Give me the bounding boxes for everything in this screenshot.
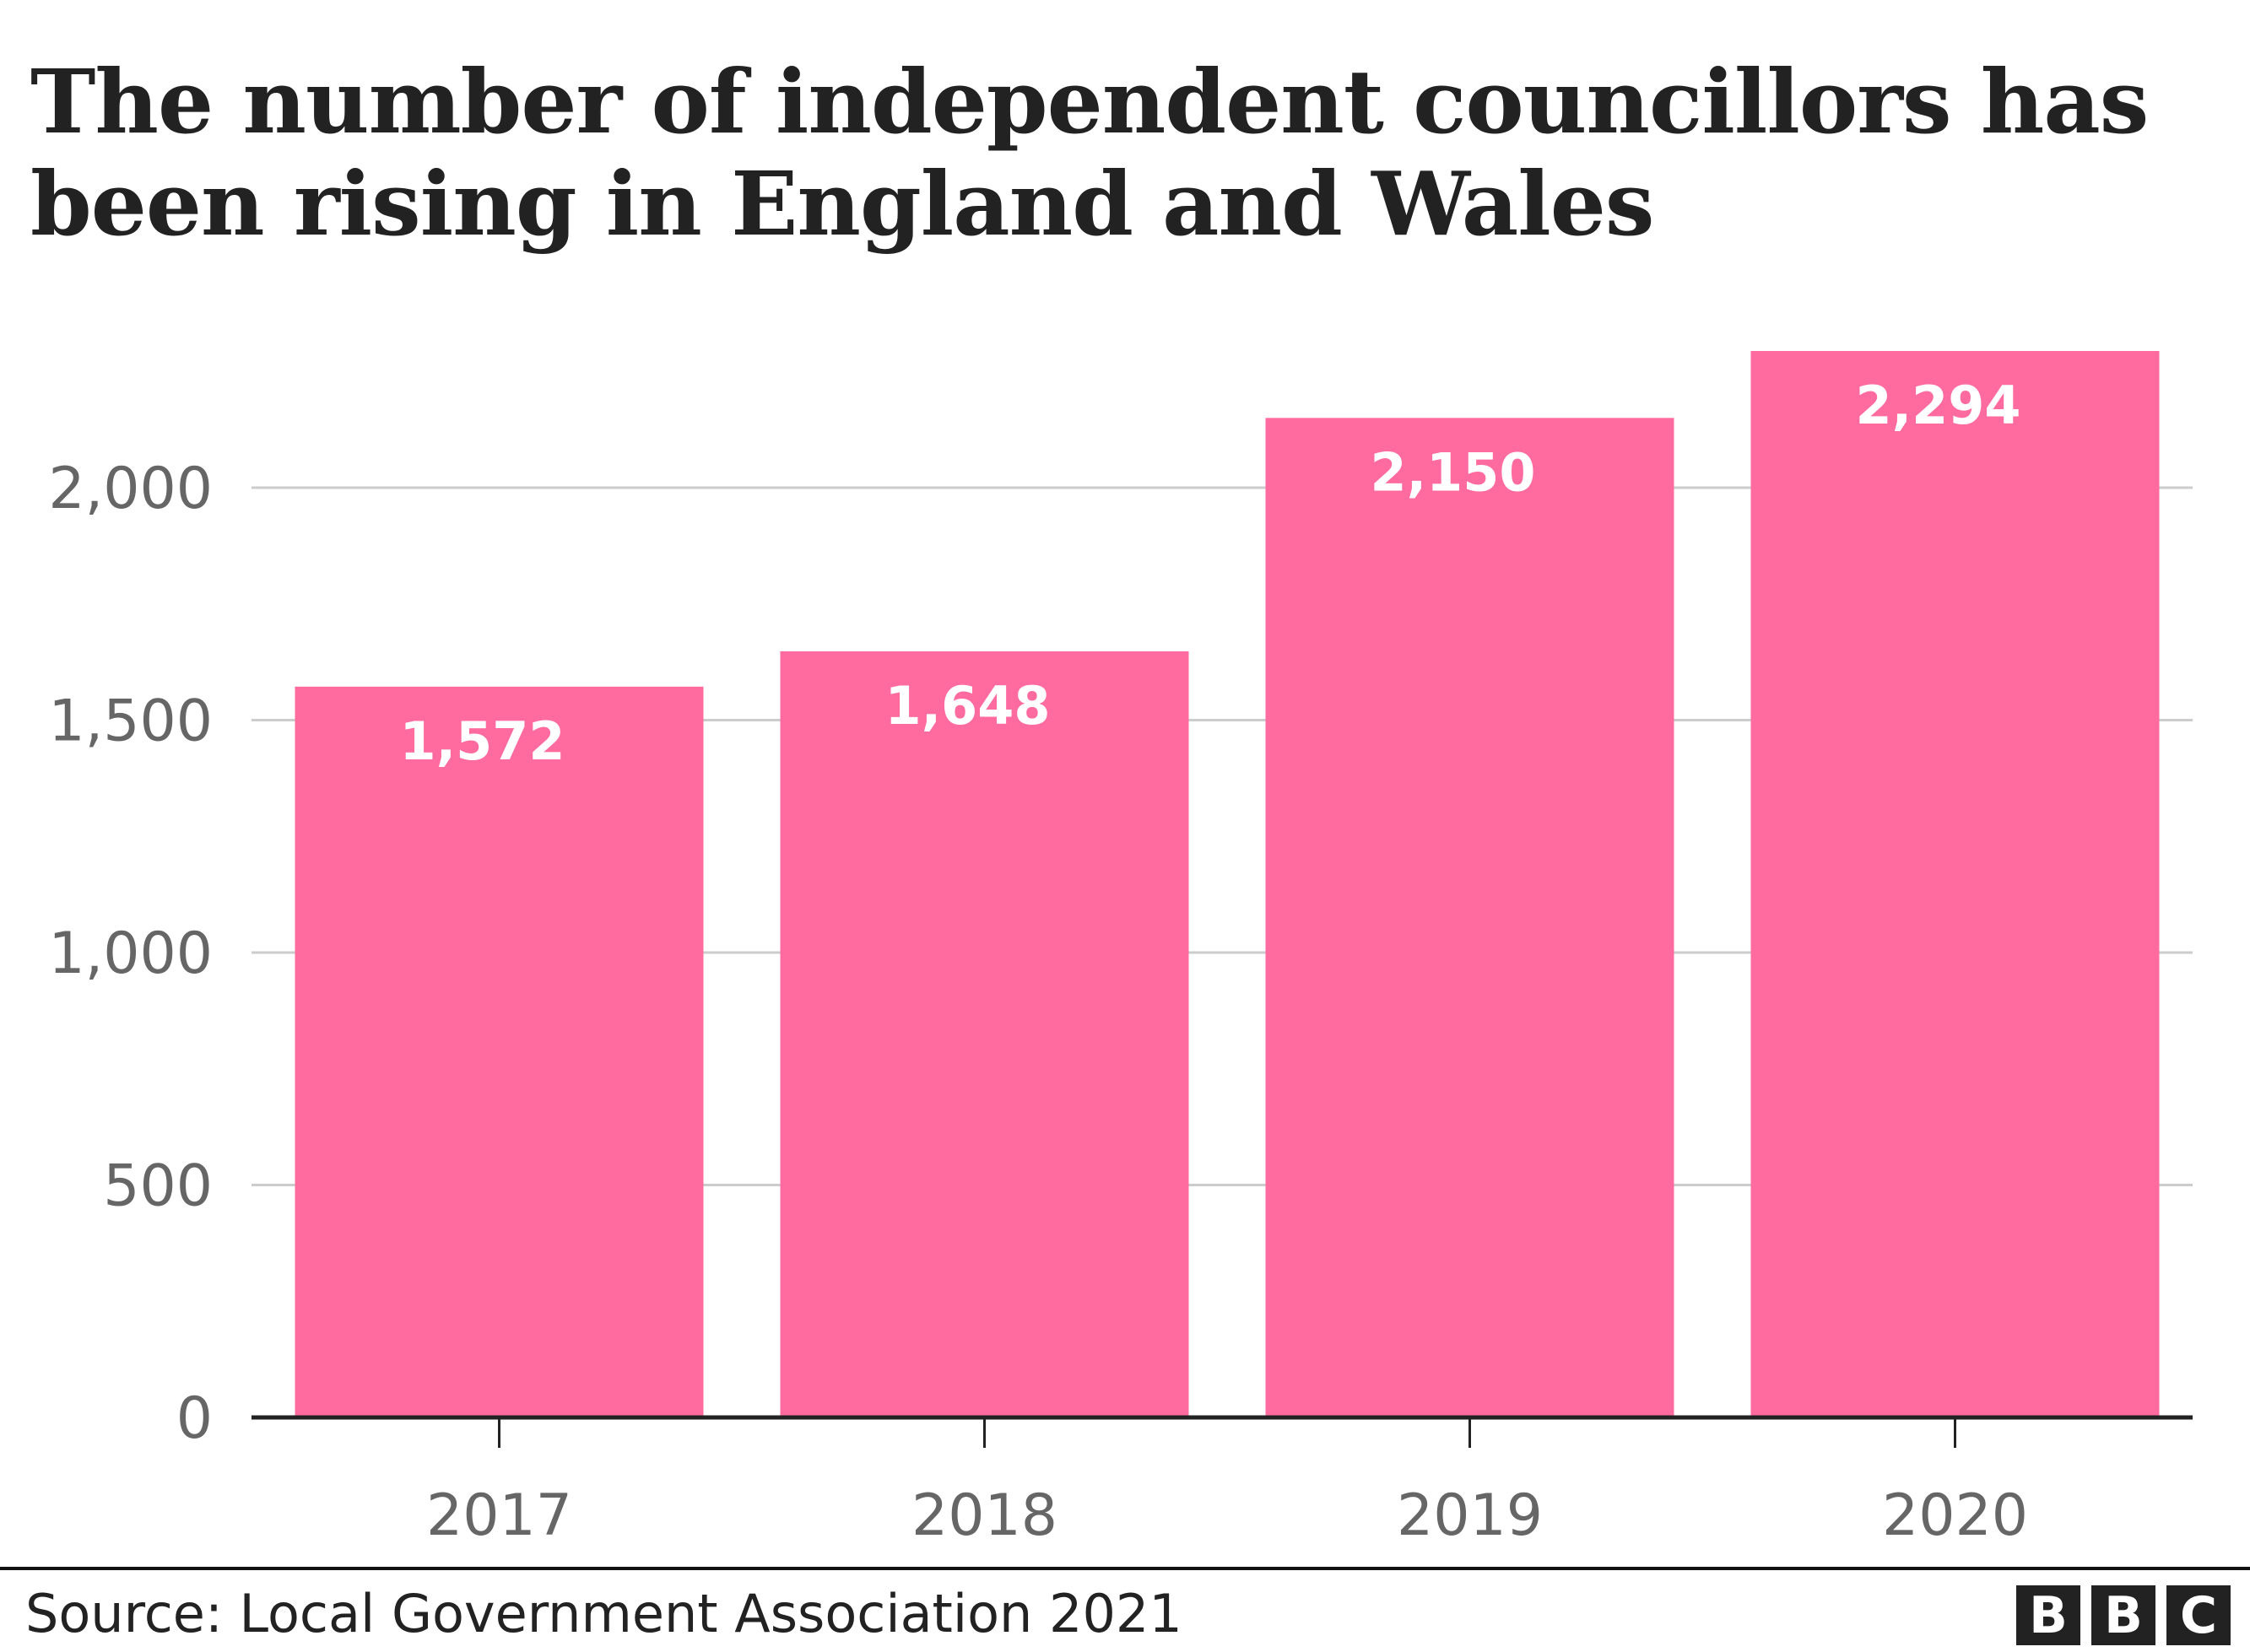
bar (1265, 418, 1674, 1418)
data-label: 1,572 (399, 710, 565, 772)
bar (1750, 351, 2160, 1418)
data-label: 2,294 (1855, 375, 2020, 436)
y-tick-label: 2,000 (48, 456, 213, 522)
x-tick-label: 2019 (1397, 1482, 1543, 1549)
bbc-logo: B B C (2016, 1585, 2231, 1645)
y-tick-label: 500 (103, 1153, 213, 1220)
y-tick-label: 0 (176, 1385, 213, 1452)
x-tick-label: 2017 (426, 1482, 572, 1549)
logo-letter: C (2166, 1585, 2231, 1645)
bar (295, 686, 704, 1417)
chart-title: The number of independent councillors ha… (30, 50, 2149, 256)
data-label: 2,150 (1370, 441, 1535, 503)
data-label: 1,648 (884, 675, 1050, 737)
y-tick-label: 1,500 (48, 688, 213, 755)
logo-letter: B (2091, 1585, 2155, 1645)
x-tick-label: 2020 (1882, 1482, 2028, 1549)
source-note: Source: Local Government Association 202… (25, 1583, 1182, 1644)
logo-letter: B (2016, 1585, 2080, 1645)
x-tick-label: 2018 (911, 1482, 1057, 1549)
bar (780, 651, 1189, 1417)
y-tick-label: 1,000 (48, 920, 213, 987)
